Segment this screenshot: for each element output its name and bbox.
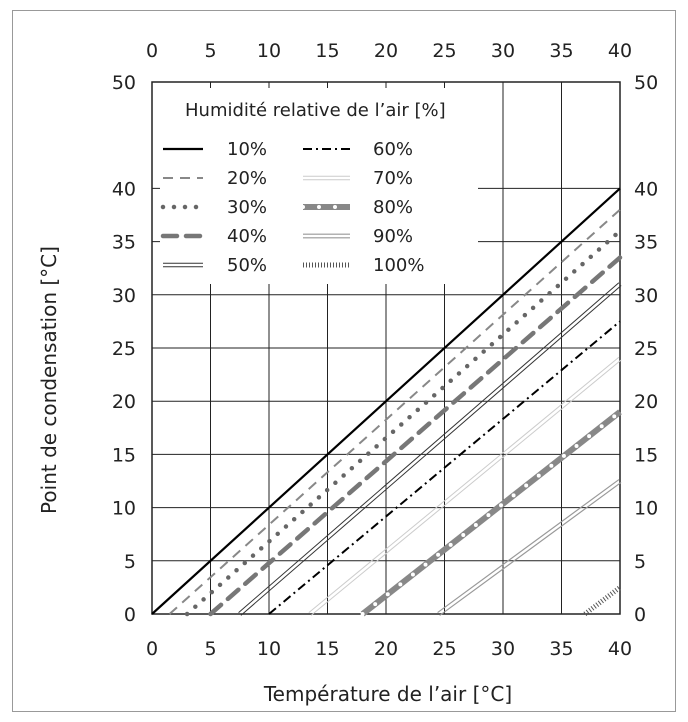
legend-label: 30%	[227, 197, 267, 218]
legend-label: 80%	[373, 197, 413, 218]
y-tick-label-right: 5	[634, 551, 646, 573]
x-tick-label-bottom: 40	[608, 638, 632, 660]
series-line	[439, 481, 622, 616]
x-tick-label-bottom: 25	[432, 638, 456, 660]
x-tick-label-top: 25	[432, 40, 456, 62]
grid-lines	[151, 81, 621, 615]
legend-item: 20%	[163, 168, 267, 189]
series-line	[437, 479, 620, 614]
series-line	[308, 356, 620, 613]
y-tick-label-right: 50	[634, 72, 658, 94]
x-axis-label: Température de l’air [°C]	[263, 682, 512, 706]
y-tick-label-left: 10	[112, 498, 136, 520]
legend-label: 50%	[227, 255, 267, 276]
y-tick-label-left: 35	[112, 232, 136, 254]
y-tick-label-left: 25	[112, 338, 136, 360]
x-tick-label-bottom: 15	[315, 638, 339, 660]
y-tick-label-right: 10	[634, 498, 658, 520]
legend-item: 30%	[160, 197, 267, 218]
series-60pct	[268, 320, 621, 615]
y-tick-label-right: 35	[634, 232, 658, 254]
series-line	[240, 285, 622, 616]
x-tick-label-top: 0	[146, 40, 158, 62]
series-100pct	[583, 585, 622, 616]
series-90pct	[437, 479, 622, 616]
series-50pct	[238, 282, 622, 616]
legend: Humidité relative de l’air [%] 10% 20% 30% 4…	[160, 88, 478, 284]
y-tick-label-left: 20	[112, 391, 136, 413]
chart-frame	[12, 10, 676, 712]
series-line	[184, 228, 623, 617]
y-tick-label-right: 15	[634, 444, 658, 466]
legend-label: 10%	[227, 139, 267, 160]
series-70pct	[308, 356, 622, 616]
y-tick-label-left: 0	[124, 604, 136, 626]
x-tick-label-top: 15	[315, 40, 339, 62]
legend-item: 90%	[303, 226, 413, 247]
y-tick-label-left: 15	[112, 444, 136, 466]
series-10pct	[151, 187, 621, 615]
x-tick-label-top: 10	[257, 40, 281, 62]
legend-item: 60%	[303, 139, 413, 160]
series-80pct	[360, 409, 622, 617]
series-line	[583, 585, 622, 616]
y-tick-label-left: 30	[112, 285, 136, 307]
x-tick-label-top: 35	[549, 40, 573, 62]
legend-item: 50%	[163, 255, 267, 276]
legend-label: 40%	[227, 226, 267, 247]
legend-label: 70%	[373, 168, 413, 189]
series-line	[151, 187, 621, 615]
series-lines	[151, 187, 623, 617]
series-line	[310, 359, 622, 616]
legend-item: 70%	[303, 168, 413, 189]
y-tick-label-right: 30	[634, 285, 658, 307]
x-tick-label-bottom: 0	[146, 638, 158, 660]
series-30pct	[184, 228, 623, 617]
y-tick-label-right: 25	[634, 338, 658, 360]
y-tick-label-left: 5	[124, 551, 136, 573]
x-tick-label-bottom: 30	[491, 638, 515, 660]
legend-label: 20%	[227, 168, 267, 189]
y-tick-label-right: 40	[634, 178, 658, 200]
legend-item: 80%	[301, 197, 413, 218]
x-tick-label-top: 40	[608, 40, 632, 62]
x-tick-label-bottom: 10	[257, 638, 281, 660]
x-tick-label-bottom: 20	[374, 638, 398, 660]
y-axis-label: Point de condensation [°C]	[37, 246, 61, 514]
x-tick-label-bottom: 5	[204, 638, 216, 660]
y-tick-label-left: 50	[112, 72, 136, 94]
series-40pct	[208, 255, 623, 617]
y-tick-label-right: 20	[634, 391, 658, 413]
x-tick-label-top: 5	[204, 40, 216, 62]
legend-label: 60%	[373, 139, 413, 160]
legend-box	[160, 88, 478, 284]
series-line	[360, 409, 622, 616]
y-tick-label-right: 0	[634, 604, 646, 626]
y-tick-label-left: 40	[112, 178, 136, 200]
legend-label: 100%	[373, 255, 424, 276]
x-tick-label-bottom: 35	[549, 638, 573, 660]
x-tick-label-top: 20	[374, 40, 398, 62]
legend-title: Humidité relative de l’air [%]	[185, 100, 446, 121]
legend-item: 10%	[163, 139, 267, 160]
legend-item: 40%	[160, 226, 267, 247]
series-line	[238, 282, 620, 614]
legend-label: 90%	[373, 226, 413, 247]
x-tick-label-top: 30	[491, 40, 515, 62]
series-line	[208, 255, 623, 617]
series-line	[268, 320, 621, 615]
legend-item: 100%	[303, 255, 424, 276]
